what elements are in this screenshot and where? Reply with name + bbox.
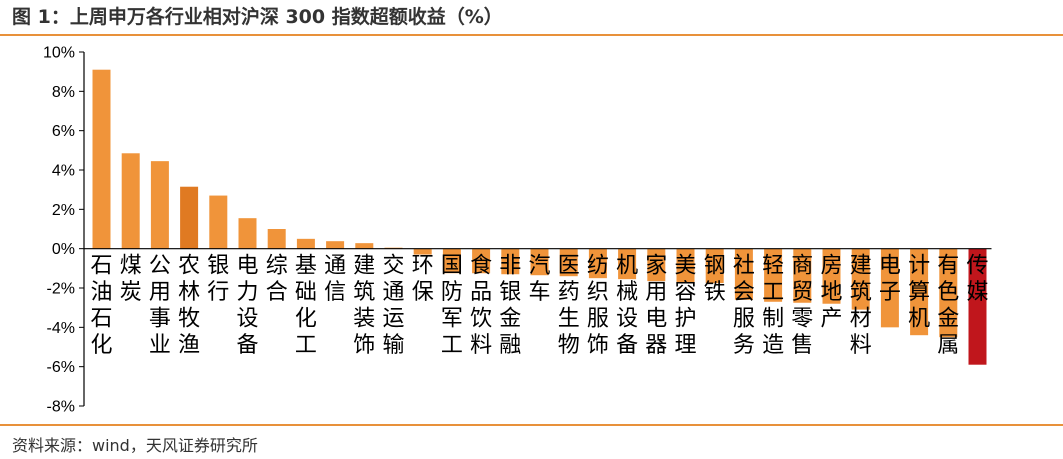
bar-机械设备: [618, 248, 637, 280]
bar-房地产: [822, 248, 841, 304]
x-category-label: 农林牧渔: [178, 254, 200, 359]
x-category-label: 美容护理: [674, 254, 696, 359]
x-category-label: 社会服务: [733, 254, 755, 359]
bar-综合: [267, 229, 286, 249]
bar-石油石化: [92, 69, 111, 249]
y-tick-label: 6%: [52, 123, 75, 140]
y-tick-label: 4%: [52, 163, 75, 180]
bar-计算机: [910, 248, 929, 336]
bar-汽车: [530, 248, 549, 276]
bar-传媒: [968, 248, 987, 365]
bar-商贸零售: [793, 248, 812, 303]
y-tick-label: 2%: [52, 202, 75, 219]
x-category-label: 纺织服饰: [587, 254, 609, 359]
x-category-label: 国防军工: [441, 254, 463, 359]
bar-纺织服饰: [588, 248, 607, 279]
x-category-label: 房地产: [820, 254, 842, 332]
x-category-label: 电子: [879, 254, 901, 306]
bar-农林牧渔: [180, 186, 199, 249]
x-category-label: 传媒: [966, 254, 988, 306]
bar-通信: [326, 241, 345, 249]
y-tick-label: -4%: [47, 320, 75, 337]
x-category-label: 基础化工: [295, 254, 317, 359]
bar-银行: [209, 195, 228, 249]
x-category-label: 汽车: [528, 254, 550, 306]
x-category-label: 建筑装饰: [353, 254, 375, 359]
bar-家用电器: [647, 248, 666, 282]
x-category-label: 煤炭: [120, 254, 142, 306]
chart-title: 图 1：上周申万各行业相对沪深 300 指数超额收益（%）: [12, 6, 503, 28]
x-category-label: 计算机: [908, 254, 930, 332]
bar-环保: [413, 248, 432, 255]
bar-钢铁: [705, 248, 724, 284]
x-category-label: 商贸零售: [791, 254, 813, 359]
bar-公用事业: [150, 161, 169, 249]
x-category-label: 通信: [324, 254, 346, 306]
y-tick-label: 0%: [52, 241, 75, 258]
top-divider: [0, 34, 1063, 36]
bar-非银金融: [501, 248, 520, 275]
bar-国防军工: [442, 248, 461, 274]
x-category-label: 电力设备: [236, 254, 258, 359]
bar-有色金属: [939, 248, 958, 338]
bar-社会服务: [734, 248, 753, 300]
x-category-label: 机械设备: [616, 254, 638, 359]
x-category-label: 家用电器: [645, 254, 667, 359]
x-category-label: 建筑材料: [850, 254, 872, 359]
y-tick-label: 8%: [52, 84, 75, 101]
bottom-divider: [0, 424, 1063, 426]
x-category-label: 综合: [266, 254, 288, 306]
x-category-label: 医药生物: [558, 254, 580, 359]
bar-电力设备: [238, 218, 257, 249]
bar-医药生物: [559, 248, 578, 277]
x-category-label: 钢铁: [704, 254, 726, 306]
y-tick-label: 10%: [43, 45, 75, 62]
x-category-label: 有色金属: [937, 254, 959, 359]
bar-轻工制造: [764, 248, 783, 302]
x-category-label: 食品饮料: [470, 254, 492, 359]
bar-电子: [880, 248, 899, 328]
bar-食品饮料: [472, 248, 491, 274]
x-category-label: 石油石化: [90, 254, 112, 359]
y-axis: 10% 8% 6% 4% 2% 0% -2% -4% -6% -8%: [43, 45, 85, 416]
y-tick-label: -2%: [47, 281, 75, 298]
bar-煤炭: [121, 153, 140, 249]
bars: [84, 69, 992, 365]
bar-美容护理: [676, 248, 695, 283]
x-category-label: 公用事业: [149, 254, 171, 359]
x-category-label: 银行: [207, 254, 229, 306]
y-tick-label: -6%: [47, 359, 75, 376]
x-category-label: 轻工制造: [762, 254, 784, 359]
bar-建筑装饰: [355, 243, 374, 249]
source-note: 资料来源：wind，天风证券研究所: [12, 436, 258, 455]
x-category-label: 交通运输: [382, 254, 404, 359]
x-axis-labels: 石油石化煤炭公用事业农林牧渔银行电力设备综合基础化工通信建筑装饰交通运输环保国防…: [90, 254, 988, 359]
bar-基础化工: [296, 238, 315, 249]
x-category-label: 环保: [412, 254, 434, 306]
bar-chart: 10% 8% 6% 4% 2% 0% -2% -4% -6% -8% 石油石化煤炭公用事业农林牧渔…: [43, 45, 992, 416]
y-tick-label: -8%: [47, 399, 75, 416]
x-category-label: 非银金融: [499, 254, 521, 359]
bar-建筑材料: [851, 248, 870, 310]
